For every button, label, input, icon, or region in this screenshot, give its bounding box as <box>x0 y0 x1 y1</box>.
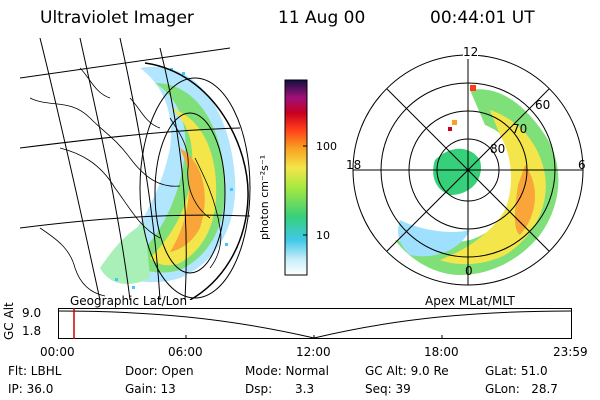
mlt-label-18: 18 <box>346 158 362 172</box>
timeline-xtick-0600: 06:00 <box>168 345 203 359</box>
date-label: 11 Aug 00 <box>278 8 366 28</box>
instrument-title: Ultraviolet Imager <box>40 8 194 28</box>
lat-label-80: 80 <box>490 142 506 156</box>
timeline-xtick-1800: 18:00 <box>424 345 459 359</box>
apex-label: Apex MLat/MLT <box>425 294 515 308</box>
mlt-label-12: 12 <box>463 45 479 59</box>
timeline-ytick-bottom: 1.8 <box>22 324 42 338</box>
mlt-label-0: 0 <box>465 264 473 278</box>
altitude-timeline <box>58 308 572 339</box>
lat-label-70: 70 <box>512 122 528 136</box>
status-dsp: Dsp: 3.3 <box>245 382 315 396</box>
timeline-xtick-0000: 00:00 <box>40 345 75 359</box>
timeline-xtick-1200: 12:00 <box>296 345 331 359</box>
geographic-image <box>20 38 251 300</box>
mlt-label-6: 6 <box>578 158 586 172</box>
status-mode: Mode: Normal <box>245 364 329 378</box>
time-label: 00:44:01 UT <box>430 8 535 28</box>
status-glat: GLat: 51.0 <box>485 364 548 378</box>
lat-label-60: 60 <box>535 98 551 112</box>
timeline-ylabel: GC Alt <box>2 302 16 340</box>
colorbar <box>284 79 308 276</box>
status-door: Door: Open <box>125 364 194 378</box>
status-gain: Gain: 13 <box>125 382 176 396</box>
status-ip: IP: 36.0 <box>8 382 54 396</box>
polar-image <box>352 54 584 286</box>
status-seq: Seq: 39 <box>365 382 411 396</box>
colorbar-tick-100: 100 <box>316 140 337 153</box>
timeline-xtick-2359: 23:59 <box>553 345 588 359</box>
colorbar-unit-label: photon cm⁻²s⁻¹ <box>258 154 271 240</box>
status-gcalt: GC Alt: 9.0 Re <box>365 364 449 378</box>
status-glon: GLon: 28.7 <box>485 382 558 396</box>
timeline-ytick-top: 9.0 <box>22 306 42 320</box>
geographic-label: Geographic Lat/Lon <box>70 294 188 308</box>
colorbar-tick-10: 10 <box>316 229 330 242</box>
status-flt: Flt: LBHL <box>8 364 62 378</box>
